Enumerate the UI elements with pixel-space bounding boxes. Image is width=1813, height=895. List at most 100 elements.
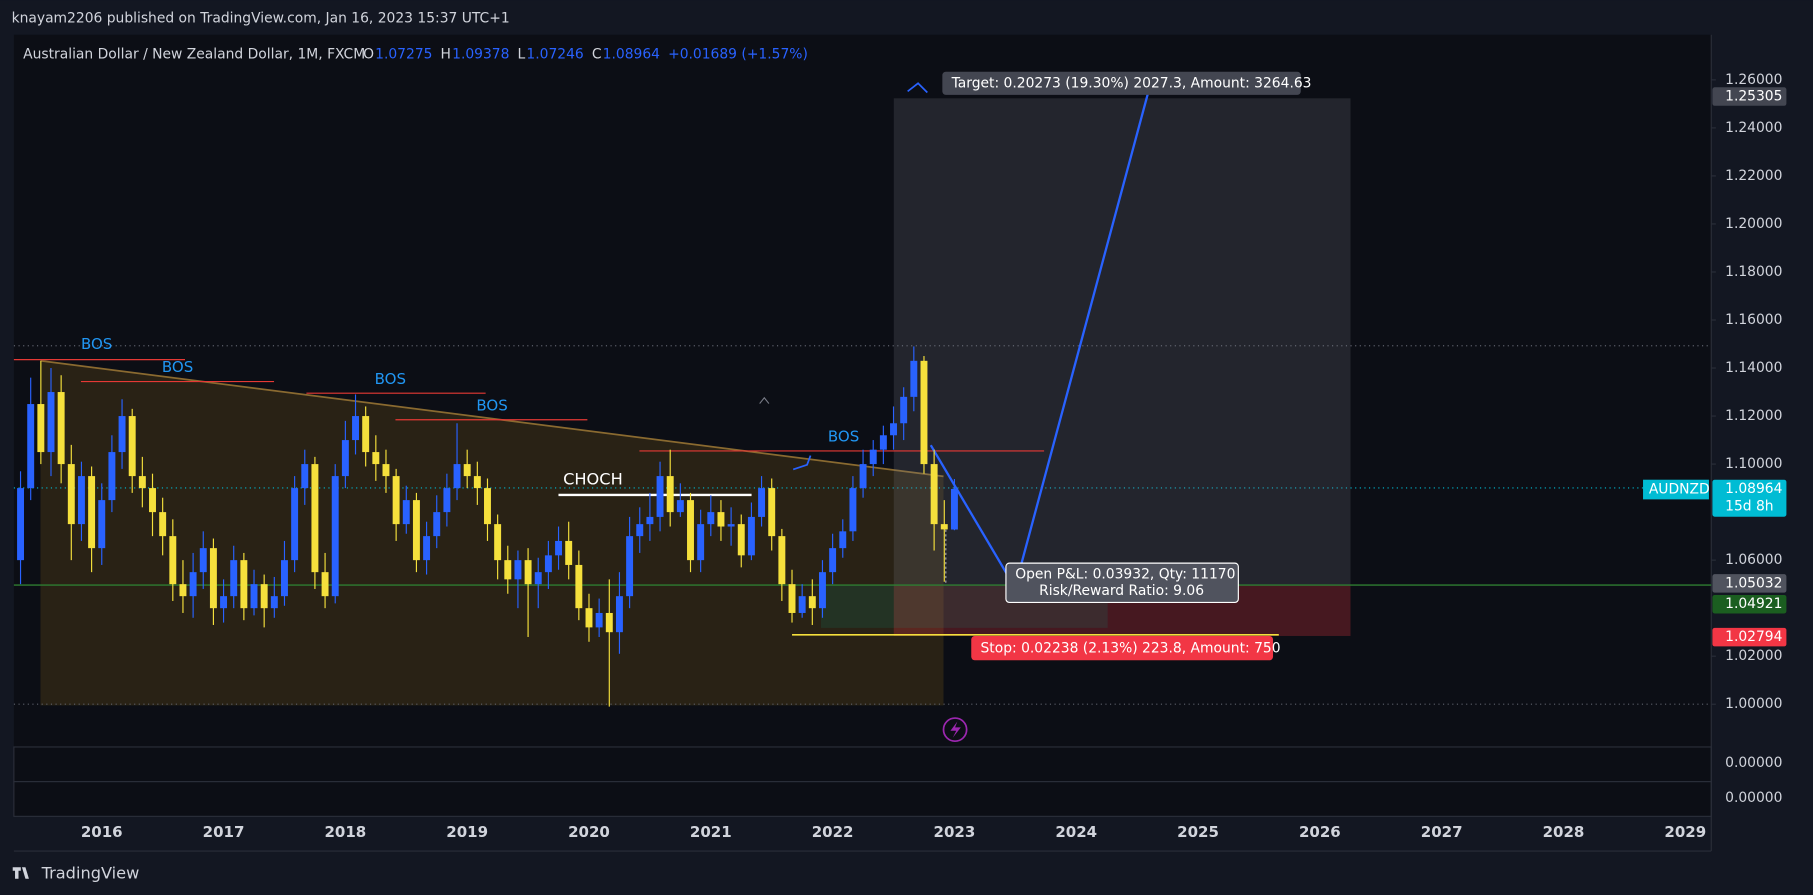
candle-body	[788, 584, 796, 613]
price-tick-label: 1.12000	[1725, 408, 1782, 424]
chart-pane	[13, 34, 1712, 747]
candle-body	[829, 548, 837, 573]
candle-body	[798, 596, 806, 613]
candle-body	[392, 476, 400, 525]
price-badge-label: 1.05032	[1725, 575, 1782, 591]
candle-body	[910, 360, 918, 397]
legend-values: O 1.07275 H 1.09378 L 1.07246 C 1.08964 +0.01689…	[363, 46, 808, 62]
candle-body	[331, 476, 339, 597]
time-tick-label: 2026	[1299, 823, 1341, 841]
candle-body	[169, 536, 177, 585]
candle-body	[890, 423, 897, 436]
time-tick-label: 2021	[690, 823, 732, 841]
time-tick-label: 2018	[324, 823, 366, 841]
symbol-badge	[1643, 479, 1709, 500]
candle-body	[869, 449, 877, 465]
stop-label-box	[971, 635, 1274, 661]
candle-body	[473, 476, 481, 489]
candle-body	[514, 560, 522, 580]
candle-body	[544, 555, 552, 573]
candle-body	[707, 512, 715, 525]
pane-value: 0.00000	[1725, 790, 1782, 806]
candle-body	[301, 464, 309, 489]
legend-value: H	[441, 46, 451, 62]
candle-body	[149, 488, 156, 513]
target-label: Target: 0.20273 (19.30%) 2027.3, Amount:…	[951, 75, 1312, 91]
candle-body	[220, 596, 228, 609]
price-tick-label: 1.14000	[1725, 360, 1782, 376]
wave-mark	[792, 455, 812, 471]
footer-brand: TradingView	[41, 864, 140, 883]
candle-body	[270, 596, 278, 609]
bos-label: BOS	[162, 358, 193, 376]
candle-body	[77, 476, 85, 525]
symbol-badge-label: AUDNZD	[1649, 482, 1710, 498]
bos-label: BOS	[81, 335, 112, 353]
candle-body	[108, 452, 116, 501]
last-price-badge	[1712, 479, 1787, 517]
candle-body	[423, 536, 431, 561]
candle-body	[595, 612, 603, 628]
candle-body	[311, 464, 319, 573]
price-tick-label: 1.20000	[1725, 216, 1782, 232]
legend-value: 1.07275	[375, 46, 432, 62]
stop-label: Stop: 0.02238 (2.13%) 223.8, Amount: 750	[981, 641, 1281, 657]
time-tick-label: 2016	[81, 823, 123, 841]
candle-body	[382, 464, 390, 477]
wave-mark	[907, 82, 928, 94]
candle-body	[37, 404, 45, 453]
candle-body	[605, 612, 613, 633]
candle-body	[98, 500, 106, 549]
candle-body	[412, 500, 420, 561]
candle-body	[768, 488, 776, 537]
candle-body	[808, 596, 816, 609]
rr-label: Risk/Reward Ratio: 9.06	[1039, 583, 1204, 599]
candle-body	[321, 572, 329, 597]
candle-body	[484, 488, 491, 525]
candle-body	[433, 512, 441, 537]
candle-body	[260, 584, 268, 609]
candle-body	[159, 512, 167, 537]
candle-body	[240, 560, 248, 609]
candle-body	[199, 548, 207, 573]
candle-body	[575, 564, 583, 609]
pnl-box	[1005, 562, 1239, 604]
event-icon-bolt	[950, 721, 961, 738]
price-tick-label: 1.06000	[1725, 552, 1782, 568]
candle-body	[565, 540, 573, 565]
time-tick-label: 2024	[1055, 823, 1097, 841]
price-badge	[1712, 574, 1787, 593]
time-tick-label: 2029	[1664, 823, 1706, 841]
time-tick-label: 2028	[1543, 823, 1585, 841]
candle-body	[778, 536, 786, 585]
candle-body	[88, 476, 96, 549]
indicator-pane	[13, 781, 1712, 817]
legend-value: O	[363, 46, 374, 62]
price-tick-label: 1.26000	[1725, 72, 1782, 88]
time-tick-label: 2023	[934, 823, 976, 841]
candle-body	[128, 416, 136, 477]
price-tick-label: 1.22000	[1725, 168, 1782, 184]
candle-body	[209, 548, 217, 609]
header: knayam2206 published on TradingView.com,…	[12, 11, 510, 27]
candle-body	[950, 488, 958, 530]
last-price-label: 1.08964	[1725, 481, 1782, 497]
candle-body	[656, 476, 664, 517]
candle-body	[47, 392, 55, 453]
price-tick-label: 1.02000	[1725, 648, 1782, 664]
candle-body	[17, 488, 25, 561]
candles	[17, 346, 958, 707]
countdown-label: 15d 8h	[1725, 498, 1773, 514]
target-label-box	[942, 71, 1301, 95]
candle-body	[494, 524, 502, 561]
legend-value: 1.08964	[603, 46, 660, 62]
candle-body	[727, 524, 735, 527]
price-badge	[1712, 627, 1787, 647]
candle-body	[352, 416, 359, 441]
candle-body	[697, 524, 705, 561]
price-badge-label: 1.02794	[1725, 629, 1782, 645]
candle-body	[189, 572, 197, 597]
bos-label: BOS	[476, 396, 507, 414]
candle-body	[839, 531, 847, 549]
